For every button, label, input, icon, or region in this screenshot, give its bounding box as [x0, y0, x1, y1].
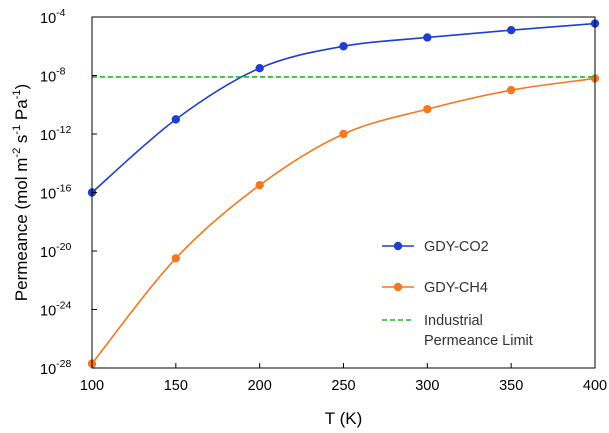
y-tick-label: 10-20: [40, 241, 71, 261]
y-tick-label: 10-4: [40, 7, 66, 27]
y-tick-label: 10-8: [40, 66, 66, 86]
legend-label: Permeance Limit: [424, 333, 533, 349]
legend-marker: [393, 282, 403, 292]
data-point: [339, 129, 348, 139]
x-tick-label: 200: [248, 378, 272, 394]
x-tick-label: 300: [415, 378, 439, 394]
x-axis-title: T (K): [325, 409, 362, 428]
data-point: [506, 85, 516, 95]
x-tick-label: 100: [80, 378, 104, 394]
data-point: [171, 115, 181, 124]
x-tick-label: 150: [164, 378, 188, 394]
legend-label: GDY-CH4: [424, 280, 488, 296]
y-tick-label: 10-16: [40, 183, 71, 203]
data-point: [339, 42, 348, 51]
y-tick-label: 10-12: [40, 124, 71, 144]
legend-label: GDY-CO2: [424, 239, 489, 255]
x-tick-label: 400: [583, 378, 607, 394]
data-point: [171, 254, 181, 263]
y-tick-label: 10-28: [40, 358, 71, 378]
data-point: [423, 33, 432, 42]
legend: GDY-CO2 GDY-CH4 Industrial Permeance Limit: [382, 239, 533, 349]
legend-marker: [393, 241, 403, 251]
y-tick-label: 10-24: [40, 300, 71, 320]
y-axis-title: Permeance (mol m-2 s-1 Pa-1): [11, 84, 31, 301]
data-point: [255, 63, 264, 73]
series-line-1: [91, 77, 596, 365]
plot-area: [87, 19, 600, 368]
axes: 100 150 200 250 300 350 400 10-28 10-24 10-20 10-1…: [40, 7, 607, 394]
x-tick-label: 250: [331, 378, 355, 394]
x-tick-label: 350: [499, 378, 523, 394]
data-point: [423, 104, 432, 114]
plot-frame: [91, 16, 596, 369]
legend-label: Industrial: [424, 313, 483, 329]
data-point: [506, 25, 516, 35]
data-point: [255, 180, 264, 190]
